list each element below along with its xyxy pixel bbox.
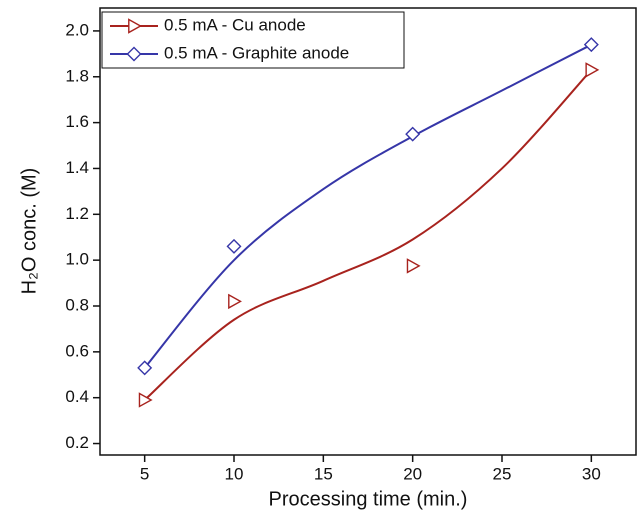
marker	[228, 293, 242, 310]
y-tick-label: 0.4	[65, 387, 89, 406]
x-tick-label: 15	[314, 464, 333, 483]
x-tick-label: 25	[493, 464, 512, 483]
marker	[138, 392, 153, 408]
marker	[137, 360, 153, 376]
legend-label: 0.5 mA - Graphite anode	[164, 43, 349, 62]
y-tick-label: 1.8	[65, 66, 89, 85]
marker	[226, 238, 242, 254]
marker	[583, 37, 599, 53]
fit-curve	[143, 69, 593, 401]
y-tick-label: 1.2	[65, 204, 89, 223]
x-tick-label: 10	[225, 464, 244, 483]
marker	[585, 62, 600, 78]
y-tick-label: 0.8	[65, 295, 89, 314]
x-tick-label: 5	[140, 464, 149, 483]
y-tick-label: 0.2	[65, 433, 89, 452]
y-axis-label: H₂O conc. (M)	[18, 168, 40, 295]
y-tick-label: 1.4	[65, 158, 89, 177]
y-tick-label: 1.6	[65, 112, 89, 131]
x-axis-label: Processing time (min.)	[269, 488, 468, 510]
x-tick-label: 30	[582, 464, 601, 483]
marker	[405, 126, 421, 142]
legend-marker	[128, 18, 142, 34]
y-tick-label: 1.0	[65, 250, 89, 269]
marker	[406, 258, 421, 274]
legend-marker	[126, 46, 142, 62]
plot-frame	[99, 7, 637, 456]
legend-box	[101, 11, 405, 69]
y-tick-label: 2.0	[65, 20, 89, 39]
fit-curve	[143, 43, 592, 369]
y-tick-label: 0.6	[65, 341, 89, 360]
x-tick-label: 20	[403, 464, 422, 483]
legend-label: 0.5 mA - Cu anode	[164, 15, 306, 34]
